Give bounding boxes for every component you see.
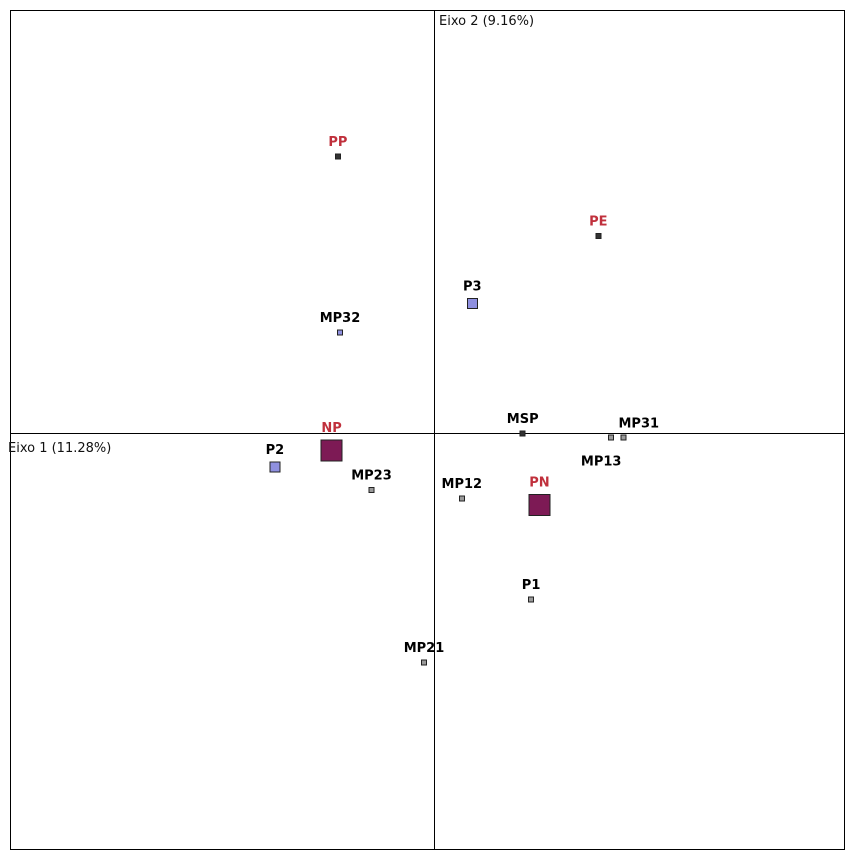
point-label-mp31: MP31 xyxy=(619,417,660,432)
point-marker-mp32 xyxy=(337,329,343,336)
point-label-p1: P1 xyxy=(522,578,541,593)
point-label-p3: P3 xyxy=(463,279,482,294)
point-marker-pe xyxy=(595,233,602,240)
point-label-mp21: MP21 xyxy=(404,641,445,656)
point-marker-mp21 xyxy=(421,659,427,666)
point-marker-mp23 xyxy=(368,487,375,494)
point-marker-mp13 xyxy=(607,434,614,441)
point-label-msp: MSP xyxy=(507,412,539,427)
point-label-p2: P2 xyxy=(266,443,285,458)
point-marker-p1 xyxy=(528,596,535,603)
x-axis-title: Eixo 1 (11.28%) xyxy=(8,441,111,456)
point-label-np: NP xyxy=(321,421,341,436)
point-marker-p2 xyxy=(269,461,281,473)
point-label-mp23: MP23 xyxy=(351,469,392,484)
point-marker-msp xyxy=(519,430,526,437)
point-label-pp: PP xyxy=(328,135,347,150)
point-marker-pp xyxy=(334,153,341,160)
points-layer: PP PE P3 MP32 NP P2 MP23 MSP MP31 MP13 MP12 PN P1 MP2… xyxy=(266,135,660,666)
plot-frame xyxy=(10,10,845,850)
point-marker-mp12 xyxy=(458,495,465,502)
point-label-mp32: MP32 xyxy=(320,311,361,326)
point-marker-pn xyxy=(528,493,551,516)
point-label-pn: PN xyxy=(529,475,549,490)
point-marker-p3 xyxy=(466,297,478,309)
point-marker-mp31 xyxy=(620,434,627,441)
y-axis-title: Eixo 2 (9.16%) xyxy=(439,14,534,29)
point-marker-np xyxy=(320,439,343,462)
point-label-pe: PE xyxy=(589,215,607,230)
point-label-mp12: MP12 xyxy=(442,477,483,492)
point-label-mp13: MP13 xyxy=(581,455,622,470)
